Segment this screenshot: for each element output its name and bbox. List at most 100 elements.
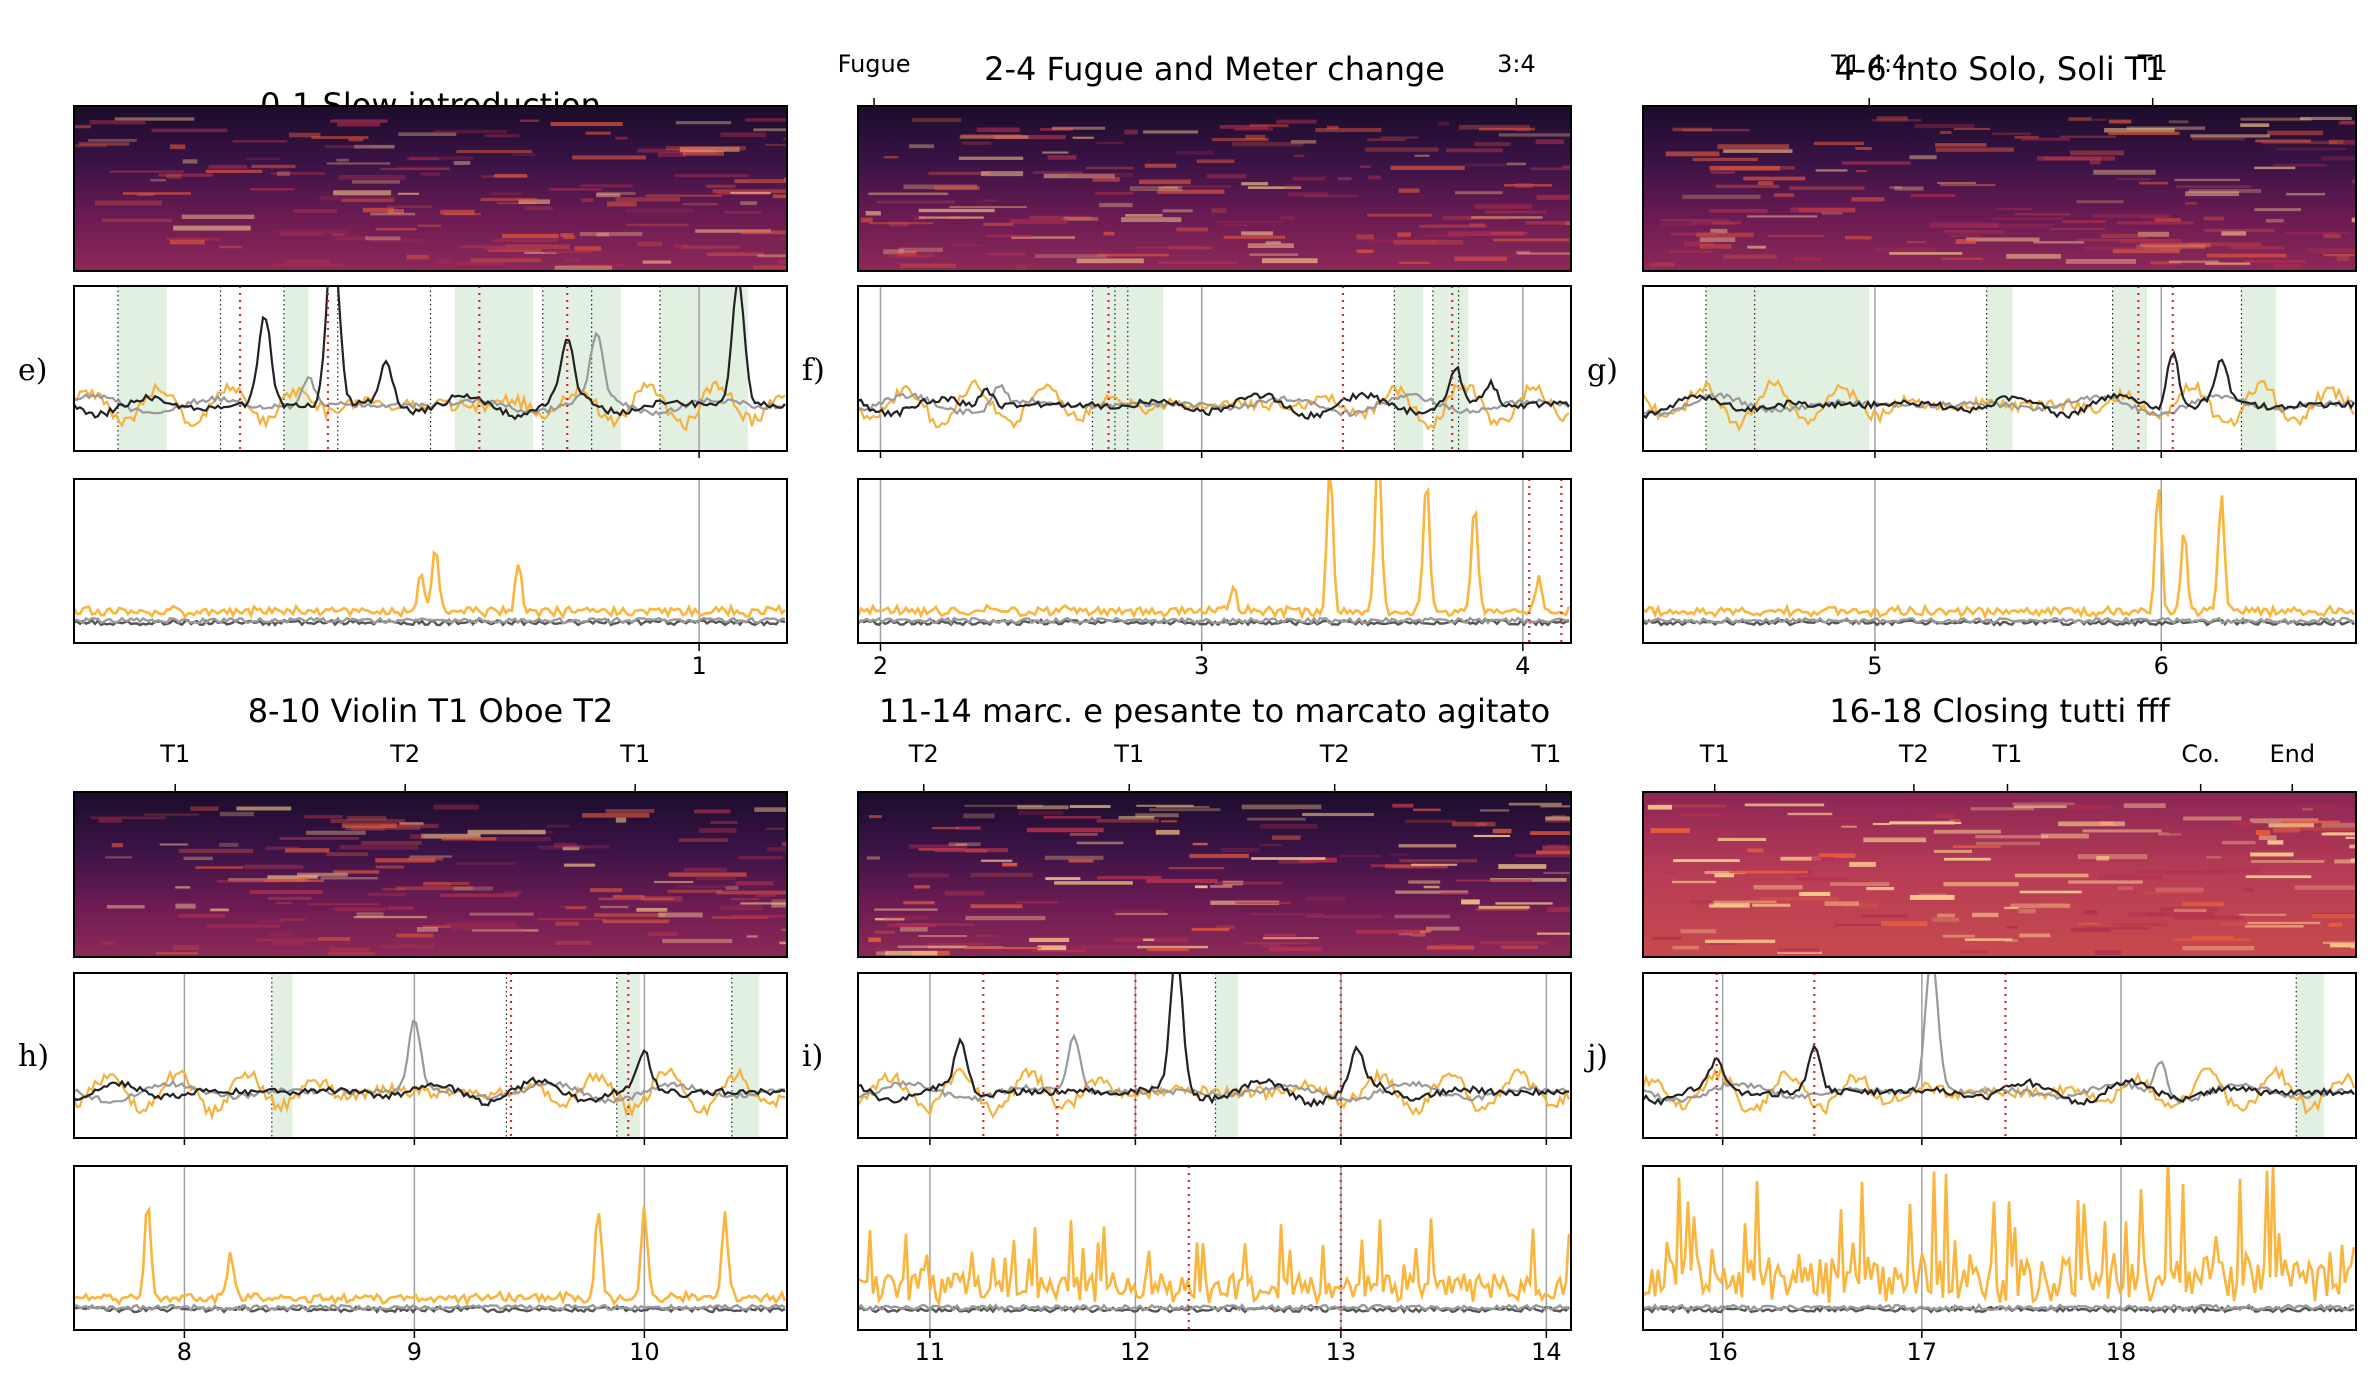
segment-span: [542, 286, 621, 451]
panel-title: 8-10 Violin T1 Oboe T2: [248, 692, 614, 730]
novelty-line-black: [1643, 1043, 2355, 1107]
row-label: g): [1587, 353, 1618, 388]
energy-line-orange: [858, 479, 1571, 621]
energy-line-orange: [1643, 489, 2356, 620]
panel-title: 2-4 Fugue and Meter change: [984, 50, 1445, 88]
top-tick-label: T2: [1898, 740, 1929, 768]
novelty-line-black: [74, 286, 786, 421]
segment-span: [1215, 973, 1239, 1138]
panel-6: 16-18 Closing tutti fff j) T1 T2 T1 Co. End 16 1…: [1584, 692, 2357, 1366]
panel-2: 2-4 Fugue and Meter change f) Fugue 3:4 2 3 4: [802, 50, 1572, 680]
x-tick-label: 17: [1907, 1338, 1938, 1366]
row-label: e): [18, 353, 47, 388]
segment-span: [731, 973, 760, 1138]
spectrogram: T1 4:4 T1: [1642, 50, 2357, 272]
segment-span: [1705, 286, 1870, 451]
top-tick-label: T1 4:4: [1830, 50, 1907, 78]
x-tick-label: 6: [2154, 652, 2169, 680]
segment-span: [2296, 973, 2325, 1138]
x-tick-label: 3: [1194, 652, 1209, 680]
energy-line-orange: [858, 1218, 1571, 1308]
energy-plot: [1642, 478, 2357, 644]
segment-span: [1432, 286, 1469, 451]
segment-span: [2112, 286, 2147, 451]
energy-line-gray: [858, 616, 1570, 626]
row-label: h): [18, 1039, 49, 1074]
x-tick-label: 10: [629, 1338, 660, 1366]
x-tick-label: 18: [2106, 1338, 2137, 1366]
x-tick-label: 9: [407, 1338, 422, 1366]
x-tick-label: 13: [1326, 1338, 1357, 1366]
top-tick-label: T1: [159, 740, 190, 768]
energy-line-orange: [74, 1205, 787, 1307]
novelty-line-black: [858, 365, 1570, 421]
novelty-line-gray: [858, 1033, 1570, 1103]
novelty-line-gray: [858, 383, 1570, 418]
x-tick-label: 8: [177, 1338, 192, 1366]
panel-4: 8-10 Violin T1 Oboe T2 h) T1 T2 T1 8 9 10: [18, 692, 788, 1366]
energy-line-orange: [74, 550, 786, 620]
spectrogram: Fugue 3:4: [838, 50, 1572, 272]
novelty-line-black: [74, 1049, 786, 1107]
energy-line-black: [1643, 618, 2355, 627]
energy-plot: [857, 478, 1572, 644]
novelty-plot: [1642, 285, 2357, 452]
novelty-plot: [857, 285, 1572, 452]
spectrogram: T1 T2 T1 Co. End: [1642, 740, 2357, 958]
x-tick-label: 4: [1515, 652, 1530, 680]
x-tick-label: 11: [915, 1338, 946, 1366]
top-tick-label: T1: [619, 740, 650, 768]
top-tick-label: T1: [1991, 740, 2022, 768]
top-tick-label: T1: [1699, 740, 1730, 768]
top-tick-label: Fugue: [838, 50, 911, 78]
energy-line-orange: [1643, 1166, 2356, 1304]
spectrogram: [73, 105, 788, 272]
top-tick-label: T2: [908, 740, 939, 768]
top-tick-label: Co.: [2181, 740, 2220, 768]
novelty-line-orange: [858, 379, 1570, 431]
segment-span: [117, 286, 167, 451]
energy-line-gray: [74, 616, 786, 625]
x-tick-label: 1: [691, 652, 706, 680]
top-tick-label: T1: [1530, 740, 1561, 768]
panel-3: 4-6 into Solo, Soli T1 g) T1 4:4 T1 5 6: [1587, 50, 2357, 680]
novelty-plot: [1642, 972, 2357, 1139]
top-tick-label: T2: [389, 740, 420, 768]
novelty-line-black: [1643, 350, 2355, 420]
energy-line-gray: [858, 1303, 1570, 1312]
segment-span: [283, 286, 309, 451]
panel-title: 11-14 marc. e pesante to marcato agitato: [879, 692, 1550, 730]
energy-line-gray: [1643, 616, 2355, 625]
x-tick-label: 14: [1531, 1338, 1562, 1366]
panel-title: 16-18 Closing tutti fff: [1829, 692, 2170, 730]
row-label: f): [802, 353, 825, 388]
energy-plot: [73, 478, 788, 644]
novelty-line-black: [858, 973, 1569, 1108]
x-tick-label: 16: [1707, 1338, 1738, 1366]
energy-plot: [1642, 1165, 2357, 1331]
top-tick-label: T1: [2137, 50, 2168, 78]
novelty-plot: [73, 285, 788, 452]
segment-span: [1394, 286, 1424, 451]
top-tick-label: End: [2269, 740, 2315, 768]
x-tick-label: 5: [1867, 652, 1882, 680]
panel-title: 4-6 into Solo, Soli T1: [1834, 50, 2164, 88]
segment-span: [271, 973, 293, 1138]
segment-span: [454, 286, 534, 451]
row-label: i): [802, 1039, 823, 1074]
novelty-line-orange: [858, 1066, 1571, 1119]
energy-plot: [857, 1165, 1572, 1331]
top-tick-label: T1: [1113, 740, 1144, 768]
segment-span: [2241, 286, 2276, 451]
segment-span: [1986, 286, 2013, 451]
energy-line-gray: [1643, 1302, 2355, 1312]
top-tick-label: 3:4: [1497, 50, 1536, 78]
novelty-line-orange: [1643, 1064, 2356, 1116]
energy-line-gray: [74, 1303, 786, 1312]
energy-plot: [73, 1165, 788, 1331]
novelty-line-gray: [74, 1019, 785, 1105]
top-tick-label: T2: [1319, 740, 1350, 768]
